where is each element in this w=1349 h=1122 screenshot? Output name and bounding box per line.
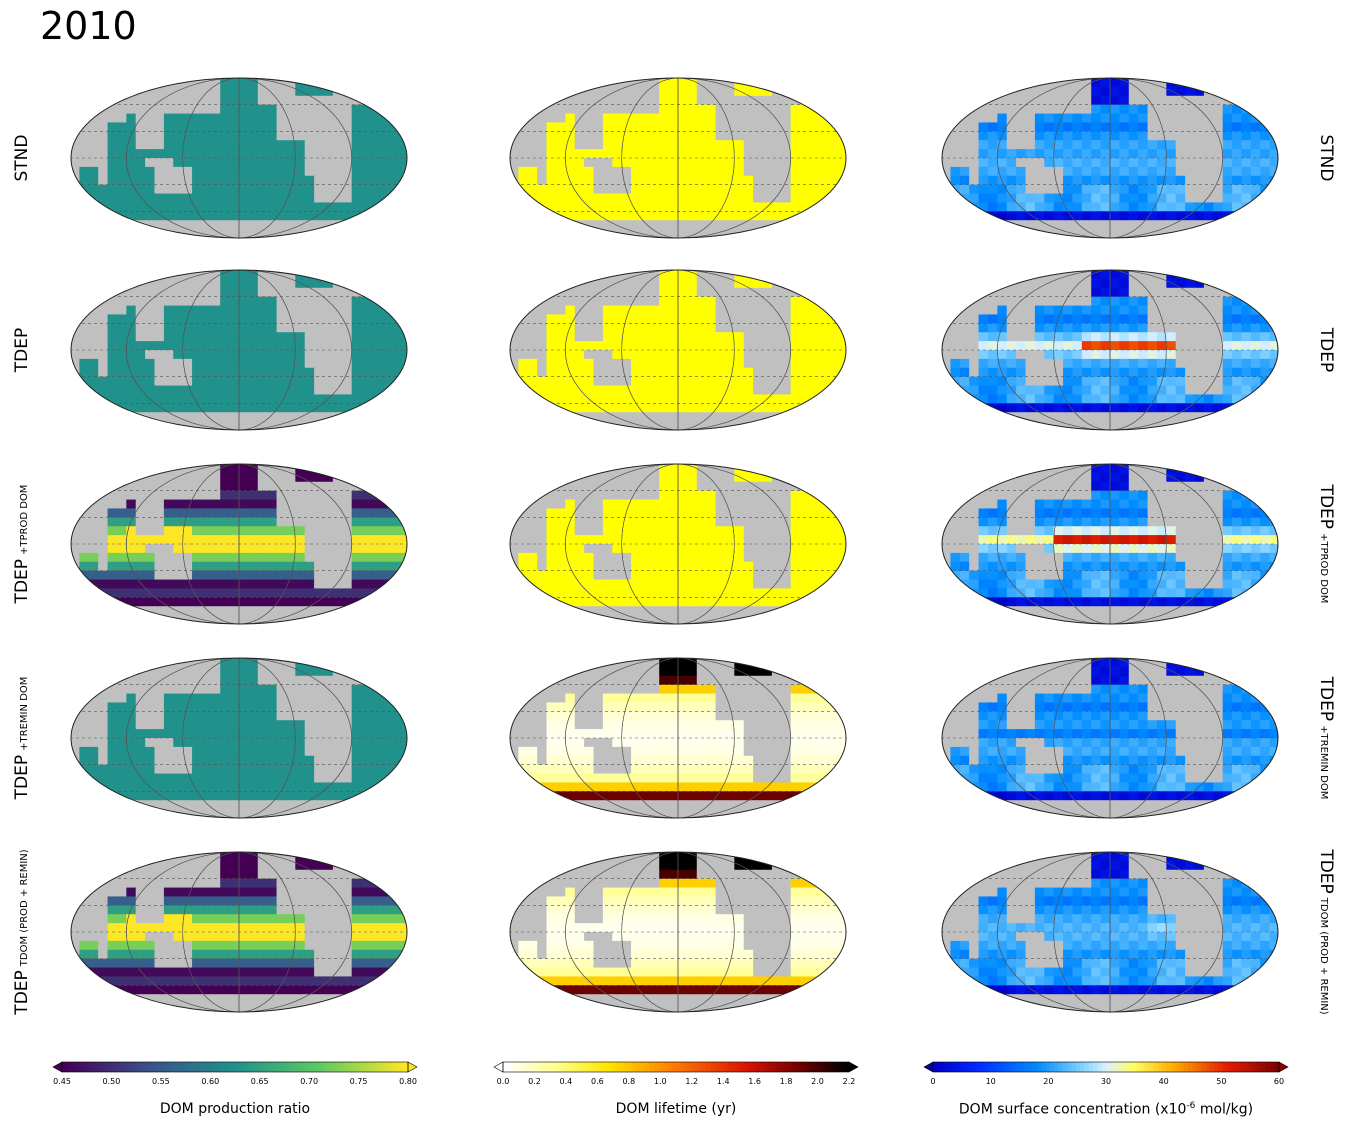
- map-panel-r5-c2: [509, 851, 847, 1013]
- row-label-sub: TDOM (PROD + REMIN): [19, 849, 30, 967]
- map-panel-r1-c3: [941, 77, 1279, 239]
- row-label-sub: TDOM (PROD + REMIN): [1318, 897, 1329, 1015]
- colorbar-tick: 0.50: [102, 1077, 121, 1086]
- colorbar-tick: 40: [1158, 1077, 1169, 1086]
- row-label-right-3: TDEP +TPROD DOM: [1316, 485, 1336, 604]
- colorbar-label-2: DOM lifetime (yr): [615, 1101, 737, 1117]
- colorbar-extend-right: [848, 1061, 859, 1073]
- row-label-right-2: TDEP: [1316, 328, 1336, 372]
- row-label-sub: +TPROD DOM: [19, 484, 30, 555]
- colorbar-label-3: DOM surface concentration (x10-6 mol/kg): [958, 1101, 1254, 1118]
- colorbar-tick: 1.4: [716, 1077, 730, 1086]
- map-panel-r4-c3: [941, 657, 1279, 819]
- row-label-main: TDEP: [1316, 327, 1336, 373]
- colorbar-tick: 0.75: [349, 1077, 368, 1086]
- colorbar-tick: 2.2: [842, 1077, 856, 1086]
- row-label-main: TDEP: [1316, 676, 1336, 722]
- map-panel-r5-c3: [941, 851, 1279, 1013]
- colorbar-tick: 10: [985, 1077, 996, 1086]
- row-label-left-3: TDEP +TPROD DOM: [12, 485, 32, 604]
- colorbar-tick: 0.55: [151, 1077, 170, 1086]
- row-label-right-4: TDEP +TREMIN DOM: [1316, 677, 1336, 800]
- colorbar-tick: 1.2: [685, 1077, 699, 1086]
- colorbar-tick: 0.45: [53, 1077, 71, 1086]
- map-panel-r3-c1: [70, 463, 408, 625]
- row-label-main: TDEP: [1316, 484, 1336, 530]
- colorbar-tick: 0.8: [622, 1077, 636, 1086]
- colorbar-3: [923, 1061, 1289, 1073]
- row-label-main: TDEP: [12, 970, 32, 1015]
- row-label-left-4: TDEP +TREMIN DOM: [12, 677, 32, 800]
- row-label-sub: +TPROD DOM: [1318, 533, 1329, 604]
- colorbar-tick: 0.65: [250, 1077, 269, 1086]
- colorbar-tick: 1.8: [779, 1077, 793, 1086]
- colorbar-tick: 1.0: [653, 1077, 667, 1086]
- colorbar-tick: 0.0: [496, 1077, 510, 1086]
- colorbar-tick: 0.4: [559, 1077, 573, 1086]
- map-panel-r2-c1: [70, 269, 408, 431]
- colorbar-tick: 0: [930, 1077, 936, 1086]
- colorbar-label-1: DOM production ratio: [159, 1101, 311, 1117]
- colorbar-tick: 0.6: [590, 1077, 604, 1086]
- colorbar-extend-right: [1278, 1061, 1289, 1073]
- row-label-left-2: TDEP: [12, 328, 32, 372]
- row-label-sub: +TREMIN DOM: [19, 676, 30, 751]
- row-label-right-5: TDEP TDOM (PROD + REMIN): [1316, 849, 1336, 1014]
- row-label-sub: +TREMIN DOM: [1318, 725, 1329, 800]
- colorbar-tick: 0.60: [201, 1077, 220, 1086]
- colorbar-tick: 50: [1216, 1077, 1227, 1086]
- row-label-main: TDEP: [12, 558, 32, 604]
- map-panel-r3-c3: [941, 463, 1279, 625]
- colorbar-tick: 0.70: [300, 1077, 319, 1086]
- colorbar-tick: 30: [1100, 1077, 1112, 1086]
- colorbar-tick: 1.6: [748, 1077, 761, 1086]
- colorbar-tick: 0.80: [399, 1077, 417, 1086]
- map-panel-r4-c1: [70, 657, 408, 819]
- colorbar-extend-left: [52, 1061, 63, 1073]
- row-label-main: TDEP: [12, 327, 32, 373]
- colorbar-1: [52, 1061, 418, 1073]
- map-panel-r2-c2: [509, 269, 847, 431]
- colorbar-extend-left: [493, 1061, 504, 1073]
- figure-title: 2010: [40, 4, 137, 48]
- colorbar-tick: 60: [1273, 1077, 1285, 1086]
- row-label-main: TDEP: [12, 754, 32, 800]
- row-label-main: STND: [1316, 134, 1336, 182]
- colorbar-tick: 2.0: [811, 1077, 824, 1086]
- map-panel-r1-c2: [509, 77, 847, 239]
- map-panel-r3-c2: [509, 463, 847, 625]
- colorbar-extend-left: [923, 1061, 934, 1073]
- colorbar-tick: 20: [1043, 1077, 1054, 1086]
- map-panel-r2-c3: [941, 269, 1279, 431]
- row-label-left-1: STND: [12, 135, 32, 182]
- colorbar-tick: 0.2: [528, 1077, 541, 1086]
- row-label-main: TDEP: [1316, 849, 1336, 894]
- row-label-left-5: TDEP TDOM (PROD + REMIN): [12, 849, 32, 1014]
- colorbar-extend-right: [407, 1061, 418, 1073]
- map-panel-r1-c1: [70, 77, 408, 239]
- colorbar-2: [493, 1061, 859, 1073]
- row-label-right-1: STND: [1316, 135, 1336, 182]
- map-panel-r5-c1: [70, 851, 408, 1013]
- row-label-main: STND: [12, 134, 32, 182]
- map-panel-r4-c2: [509, 657, 847, 819]
